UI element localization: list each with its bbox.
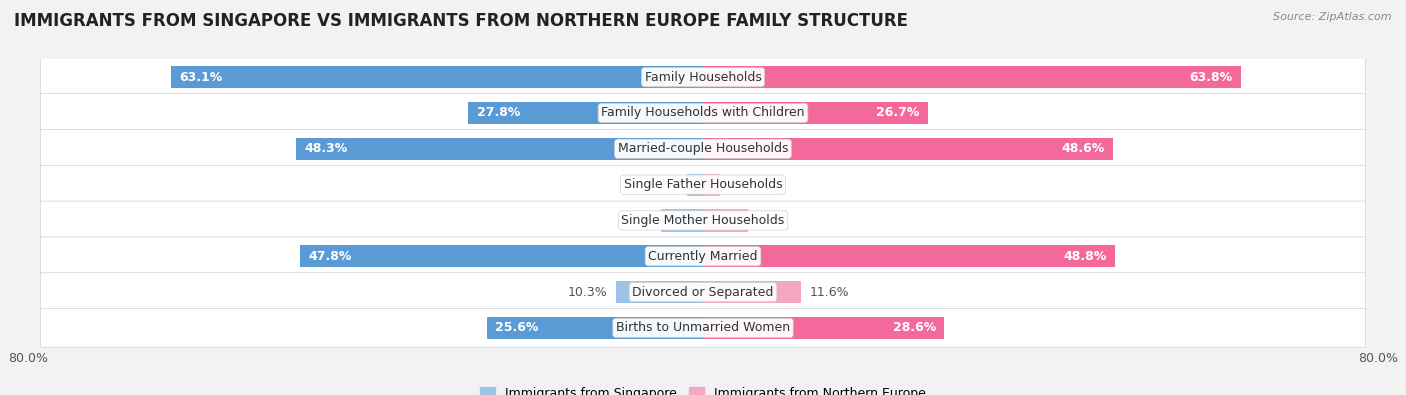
- Bar: [703, 66, 1241, 88]
- Text: 25.6%: 25.6%: [495, 322, 538, 335]
- Text: 63.1%: 63.1%: [179, 71, 222, 84]
- Bar: [661, 209, 703, 231]
- Bar: [703, 281, 801, 303]
- Bar: [703, 317, 945, 339]
- Text: Single Father Households: Single Father Households: [624, 178, 782, 191]
- Text: 48.8%: 48.8%: [1063, 250, 1107, 263]
- FancyBboxPatch shape: [41, 58, 1365, 96]
- Bar: [703, 173, 720, 196]
- Bar: [703, 245, 1115, 267]
- Text: 27.8%: 27.8%: [477, 107, 520, 119]
- Text: Divorced or Separated: Divorced or Separated: [633, 286, 773, 299]
- Text: Married-couple Households: Married-couple Households: [617, 142, 789, 155]
- FancyBboxPatch shape: [41, 94, 1365, 132]
- Bar: [170, 66, 703, 88]
- FancyBboxPatch shape: [41, 165, 1365, 204]
- Legend: Immigrants from Singapore, Immigrants from Northern Europe: Immigrants from Singapore, Immigrants fr…: [475, 382, 931, 395]
- Text: 2.0%: 2.0%: [728, 178, 761, 191]
- Bar: [703, 138, 1114, 160]
- Text: 5.0%: 5.0%: [620, 214, 652, 227]
- Text: 48.3%: 48.3%: [304, 142, 347, 155]
- Bar: [703, 102, 928, 124]
- Bar: [703, 209, 748, 231]
- FancyBboxPatch shape: [41, 308, 1365, 347]
- FancyBboxPatch shape: [41, 130, 1365, 168]
- Text: 10.3%: 10.3%: [568, 286, 607, 299]
- Text: Family Households: Family Households: [644, 71, 762, 84]
- Text: Births to Unmarried Women: Births to Unmarried Women: [616, 322, 790, 335]
- Text: Family Households with Children: Family Households with Children: [602, 107, 804, 119]
- Bar: [295, 138, 703, 160]
- Text: 26.7%: 26.7%: [876, 107, 920, 119]
- Text: 1.9%: 1.9%: [647, 178, 679, 191]
- FancyBboxPatch shape: [41, 237, 1365, 276]
- Text: 63.8%: 63.8%: [1189, 71, 1233, 84]
- Bar: [486, 317, 703, 339]
- Bar: [468, 102, 703, 124]
- Text: 48.6%: 48.6%: [1062, 142, 1105, 155]
- FancyBboxPatch shape: [41, 201, 1365, 240]
- Text: Currently Married: Currently Married: [648, 250, 758, 263]
- Text: Single Mother Households: Single Mother Households: [621, 214, 785, 227]
- Bar: [616, 281, 703, 303]
- Bar: [299, 245, 703, 267]
- Bar: [688, 173, 703, 196]
- Text: 5.3%: 5.3%: [756, 214, 787, 227]
- Text: 47.8%: 47.8%: [308, 250, 352, 263]
- FancyBboxPatch shape: [41, 273, 1365, 311]
- Text: IMMIGRANTS FROM SINGAPORE VS IMMIGRANTS FROM NORTHERN EUROPE FAMILY STRUCTURE: IMMIGRANTS FROM SINGAPORE VS IMMIGRANTS …: [14, 12, 908, 30]
- Text: Source: ZipAtlas.com: Source: ZipAtlas.com: [1274, 12, 1392, 22]
- Text: 11.6%: 11.6%: [810, 286, 849, 299]
- Text: 28.6%: 28.6%: [893, 322, 936, 335]
